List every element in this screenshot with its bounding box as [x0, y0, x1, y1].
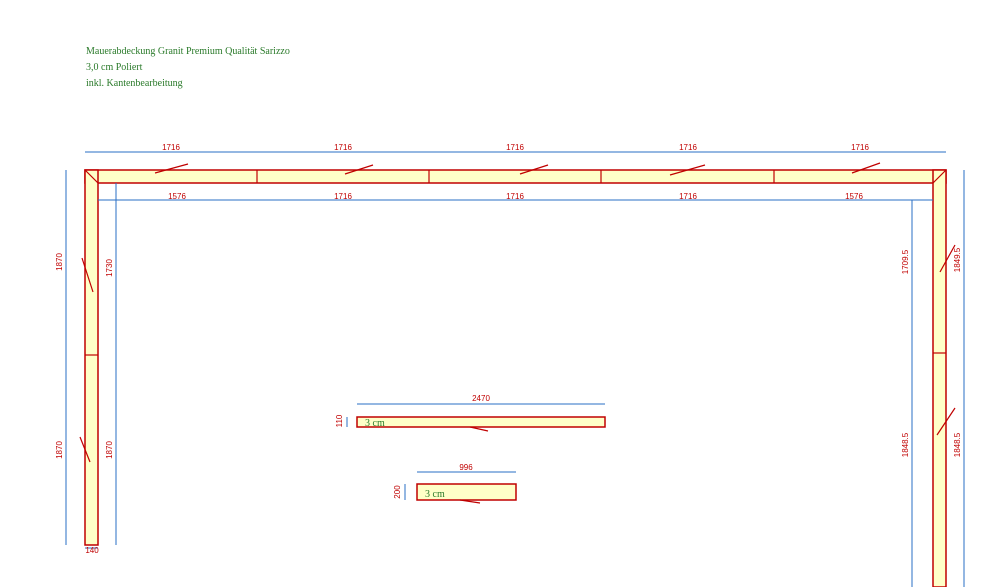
dim-label: 1716 — [679, 143, 697, 152]
dim-label: 2470 — [472, 394, 490, 403]
dim-label: 1848.5 — [953, 432, 962, 457]
dim-label: 1716 — [851, 143, 869, 152]
piece-label: 3 cm — [365, 418, 385, 429]
piece: 996 200 3 cm — [393, 463, 517, 504]
dim-label: 1848.5 — [901, 432, 910, 457]
dim-label: 1716 — [506, 143, 524, 152]
dim-label: 140 — [85, 546, 99, 555]
dim-label: 996 — [459, 463, 473, 472]
dimension-lines — [65, 151, 965, 587]
dim-label: 1716 — [334, 143, 352, 152]
dim-label: 1716 — [162, 143, 180, 152]
dim-label: 1716 — [506, 192, 524, 201]
dim-label: 1870 — [55, 253, 64, 271]
dim-label: 1716 — [334, 192, 352, 201]
dim-label: 1730 — [105, 259, 114, 277]
dim-label: 110 — [335, 414, 344, 427]
header-line: 3,0 cm Poliert — [86, 62, 143, 73]
header-line: Mauerabdeckung Granit Premium Qualität S… — [86, 46, 290, 57]
piece-label: 3 cm — [425, 489, 445, 500]
dim-label: 1576 — [845, 192, 863, 201]
piece: 2470 110 3 cm — [335, 394, 606, 432]
dim-label: 1870 — [105, 441, 114, 459]
top-dimensions: 1716 1716 1716 1716 1716 1576 1716 1716 … — [162, 143, 869, 201]
side-dimensions: 1870 1870 1730 1870 140 1709.5 1848.5 18… — [55, 247, 962, 555]
header-line: inkl. Kantenbearbeitung — [86, 78, 183, 89]
dim-label: 200 — [393, 485, 402, 499]
wall-frame — [79, 162, 956, 587]
dim-label: 1870 — [55, 441, 64, 459]
dim-label: 1576 — [168, 192, 186, 201]
dim-label: 1709.5 — [901, 249, 910, 274]
dim-label: 1716 — [679, 192, 697, 201]
dim-label: 1849.5 — [953, 247, 962, 272]
